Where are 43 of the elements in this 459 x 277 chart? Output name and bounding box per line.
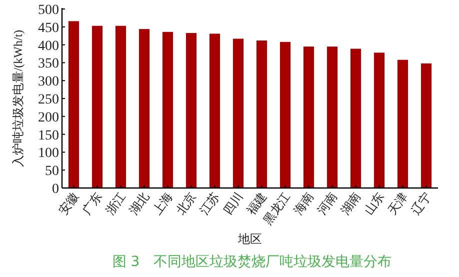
y-tick-label: 400	[38, 38, 59, 54]
bar	[280, 42, 291, 188]
y-tick-label: 150	[38, 128, 59, 144]
bar	[303, 46, 314, 188]
x-tick-label: 海南	[290, 190, 316, 218]
y-tick-label: 500	[38, 3, 59, 18]
text: 图 3 不同地区垃圾焚烧厂吨垃圾发电量分布	[112, 254, 392, 270]
y-tick-label: 250	[38, 92, 59, 108]
bar	[420, 63, 432, 188]
bar	[350, 48, 362, 188]
y-tick-label: 0	[52, 182, 59, 197]
bar	[326, 46, 338, 188]
y-tick-label: 100	[38, 146, 59, 162]
bar	[68, 21, 80, 188]
x-tick-label: 湖北	[126, 190, 152, 218]
x-tick-label: 河南	[314, 190, 340, 218]
bar	[256, 40, 268, 188]
x-tick-label: 浙江	[102, 190, 128, 218]
bar	[138, 29, 150, 188]
y-tick-label: 50	[45, 164, 59, 180]
bar	[374, 52, 385, 188]
bar	[186, 32, 197, 188]
y-axis-title: 入炉吨垃圾发电量/(kWh/t)	[11, 30, 25, 168]
x-tick-label: 天津	[384, 190, 410, 218]
x-tick-label: 四川	[220, 190, 246, 218]
x-tick-label: 辽宁	[408, 190, 434, 218]
bar	[232, 38, 244, 188]
x-tick-label: 上海	[150, 190, 176, 218]
x-tick-label: 湖南	[338, 190, 364, 218]
y-tick-label: 300	[38, 74, 59, 90]
bar	[162, 32, 174, 188]
bar	[397, 60, 408, 188]
x-tick-label: 江苏	[196, 190, 222, 218]
y-tick-label: 450	[38, 20, 59, 36]
y-tick-label: 200	[38, 110, 59, 126]
x-axis-title: 地区	[237, 232, 262, 246]
x-tick-label: 广东	[79, 190, 105, 218]
bar	[92, 26, 103, 188]
bar	[209, 34, 220, 188]
y-tick-label: 350	[38, 56, 59, 72]
bar	[115, 26, 126, 188]
x-tick-label: 山东	[361, 190, 387, 218]
x-tick-label: 北京	[173, 190, 199, 218]
